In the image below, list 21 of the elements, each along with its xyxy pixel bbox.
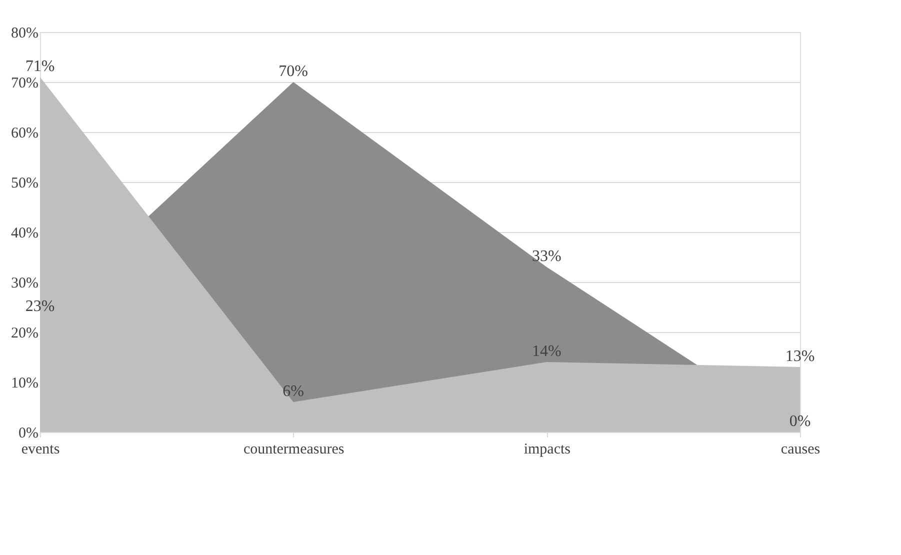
y-tick-label: 70% (11, 76, 38, 92)
y-tick-label: 50% (11, 176, 38, 192)
data-label: 71% (25, 58, 55, 75)
y-tick-label: 10% (11, 376, 38, 392)
data-label: 6% (282, 383, 304, 400)
x-tick-label: impacts (524, 442, 571, 458)
y-tick-label: 40% (11, 226, 38, 242)
x-tick-label: countermeasures (243, 442, 344, 458)
y-tick-label: 20% (11, 326, 38, 342)
data-label: 33% (532, 248, 562, 265)
y-tick-label: 0% (18, 426, 38, 442)
data-label: 23% (25, 298, 55, 315)
data-label: 0% (789, 413, 811, 430)
x-tick-label: causes (780, 442, 820, 458)
data-label: 13% (785, 348, 815, 365)
y-tick-label: 30% (11, 276, 38, 292)
y-tick-label: 60% (11, 126, 38, 142)
y-tick-label: 80% (11, 26, 38, 42)
x-tick-label: events (21, 442, 60, 458)
data-label: 70% (278, 63, 308, 80)
data-label: 14% (532, 343, 562, 360)
